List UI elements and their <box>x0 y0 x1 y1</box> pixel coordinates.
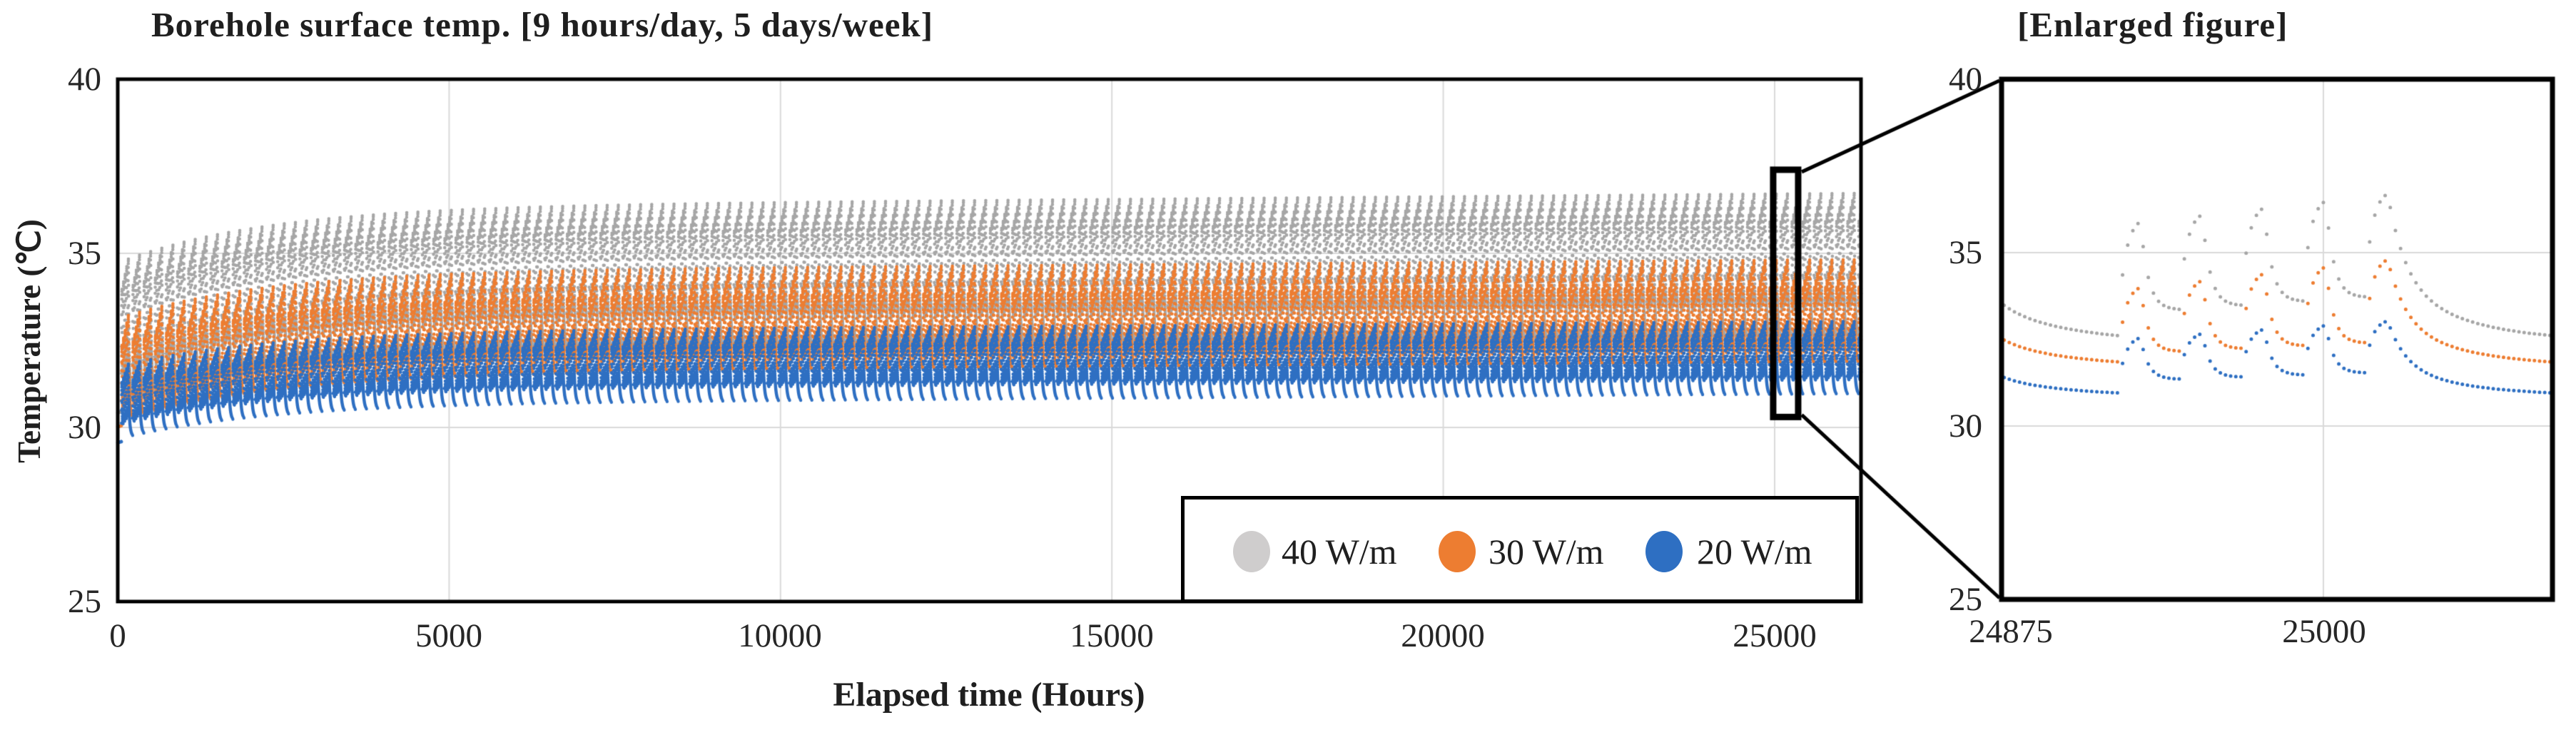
main-chart-title: Borehole surface temp. [9 hours/day, 5 d… <box>151 5 934 44</box>
main-x-tick-10000: 10000 <box>738 617 822 654</box>
enlarged-chart-title: [Enlarged figure] <box>2017 5 2288 44</box>
main-x-tick-25000: 25000 <box>1733 617 1817 654</box>
enlarged-y-tick-30: 30 <box>1949 407 1982 445</box>
legend-marker-30wm <box>1439 531 1476 572</box>
enlarged-y-tick-25: 25 <box>1949 581 1982 618</box>
main-y-tick-25: 25 <box>68 583 101 620</box>
x-axis-label: Elapsed time (Hours) <box>833 676 1145 714</box>
legend-marker-20wm <box>1646 531 1683 572</box>
enlarged-x-tick-24875: 24875 <box>1969 613 2053 650</box>
main-x-tick-5000: 5000 <box>415 617 482 654</box>
main-y-tick-30: 30 <box>68 409 101 446</box>
main-x-tick-0: 0 <box>109 617 126 654</box>
main-y-tick-40: 40 <box>68 61 101 98</box>
enlarged-x-tick-25000: 25000 <box>2282 613 2366 650</box>
main-x-tick-20000: 20000 <box>1401 617 1485 654</box>
legend-label-20wm: 20 W/m <box>1697 532 1812 572</box>
legend: 40 W/m 30 W/m 20 W/m <box>1181 496 1859 603</box>
main-x-tick-15000: 15000 <box>1070 617 1154 654</box>
legend-marker-40wm <box>1233 531 1270 572</box>
enlarged-y-tick-35: 35 <box>1949 234 1982 271</box>
main-y-tick-35: 35 <box>68 235 101 272</box>
legend-label-30wm: 30 W/m <box>1489 532 1604 572</box>
enlarged-y-tick-40: 40 <box>1949 61 1982 98</box>
legend-label-40wm: 40 W/m <box>1282 532 1397 572</box>
